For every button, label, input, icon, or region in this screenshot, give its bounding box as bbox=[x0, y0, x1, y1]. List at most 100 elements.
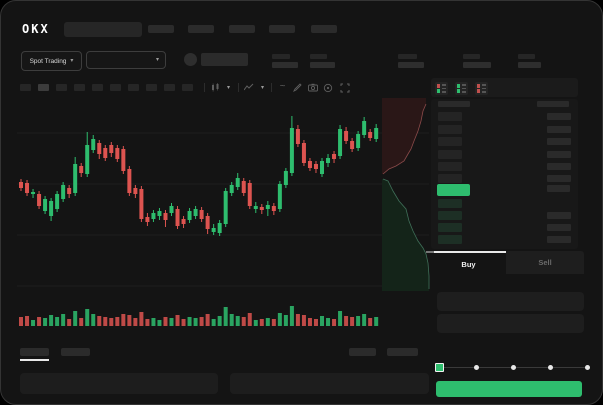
okx-logo[interactable]: OKX bbox=[22, 22, 50, 36]
slider-step-dot[interactable] bbox=[585, 365, 590, 370]
ask-amount-placeholder bbox=[547, 163, 571, 170]
book-bids-icon[interactable] bbox=[455, 82, 468, 95]
book-both-icon[interactable] bbox=[435, 82, 448, 95]
nav-item-placeholder[interactable] bbox=[311, 25, 337, 33]
toggle-line bbox=[482, 91, 486, 93]
ask-price-placeholder[interactable] bbox=[438, 112, 462, 121]
stat-label-placeholder bbox=[463, 54, 480, 59]
slider-handle[interactable] bbox=[435, 363, 444, 372]
bottom-panel-right bbox=[230, 373, 429, 394]
stat-value-placeholder bbox=[518, 62, 541, 68]
bottom-tab-active[interactable] bbox=[20, 348, 49, 356]
ask-price-placeholder[interactable] bbox=[438, 174, 462, 183]
tab-sell[interactable]: Sell bbox=[506, 251, 584, 274]
bottom-tab[interactable] bbox=[61, 348, 90, 356]
stat-value-placeholder bbox=[463, 62, 491, 68]
bid-price-placeholder[interactable] bbox=[438, 199, 462, 208]
bid-price-placeholder[interactable] bbox=[438, 223, 462, 232]
timeframe-button[interactable] bbox=[128, 84, 139, 91]
candle-type-icon[interactable] bbox=[210, 82, 221, 93]
nav-item-placeholder[interactable] bbox=[229, 25, 255, 33]
settings-icon[interactable] bbox=[322, 82, 333, 93]
market-type-dropdown[interactable]: Spot Trading ▾ bbox=[21, 51, 82, 71]
slider-step-dot[interactable] bbox=[474, 365, 479, 370]
divider bbox=[238, 83, 239, 92]
ask-price-placeholder[interactable] bbox=[438, 125, 462, 134]
timeframe-button[interactable] bbox=[20, 84, 31, 91]
draw-icon[interactable] bbox=[292, 82, 303, 93]
toggle-cell bbox=[477, 89, 480, 93]
timeframe-button[interactable] bbox=[182, 84, 193, 91]
stat-value-placeholder bbox=[310, 62, 335, 68]
toggle-cell bbox=[437, 89, 440, 93]
ask-amount-placeholder bbox=[547, 126, 571, 133]
pair-selector-dropdown[interactable]: ▾ bbox=[86, 51, 166, 69]
chevron-down-icon[interactable]: ▾ bbox=[261, 85, 265, 91]
timeframe-button[interactable] bbox=[164, 84, 175, 91]
timeframe-button[interactable] bbox=[38, 84, 49, 91]
bid-price-placeholder[interactable] bbox=[438, 211, 462, 220]
price-input[interactable] bbox=[437, 292, 584, 311]
timeframe-button[interactable] bbox=[146, 84, 157, 91]
buy-submit-button[interactable] bbox=[436, 381, 582, 397]
timeframe-button[interactable] bbox=[110, 84, 121, 91]
toggle-line bbox=[442, 91, 446, 93]
tab-sell-label: Sell bbox=[538, 258, 552, 267]
last-price-highlight[interactable] bbox=[437, 184, 470, 196]
timeframe-button[interactable] bbox=[92, 84, 103, 91]
stat-label-placeholder bbox=[310, 54, 327, 59]
stat-label-placeholder bbox=[272, 54, 290, 59]
ask-price-placeholder[interactable] bbox=[438, 137, 462, 146]
ask-amount-placeholder bbox=[547, 175, 571, 182]
tab-buy[interactable]: Buy bbox=[431, 251, 506, 276]
indicators-icon[interactable] bbox=[243, 82, 254, 93]
bid-amount-placeholder bbox=[547, 236, 571, 243]
toggle-cell bbox=[477, 84, 480, 88]
bid-price-placeholder[interactable] bbox=[438, 235, 462, 244]
chevron-down-icon: ▾ bbox=[70, 58, 74, 64]
bottom-action-placeholder[interactable] bbox=[387, 348, 418, 356]
slider-step-dot[interactable] bbox=[511, 365, 516, 370]
orderbook-col-header-price bbox=[438, 101, 470, 107]
ask-price-placeholder[interactable] bbox=[438, 150, 462, 159]
bid-amount-placeholder bbox=[547, 224, 571, 231]
ask-price-placeholder[interactable] bbox=[438, 162, 462, 171]
book-asks-icon[interactable] bbox=[475, 82, 488, 95]
pair-title-placeholder[interactable] bbox=[201, 53, 248, 66]
stat-label-placeholder bbox=[518, 54, 535, 59]
nav-item-placeholder[interactable] bbox=[188, 25, 214, 33]
toggle-cell bbox=[457, 89, 460, 93]
timeframe-button[interactable] bbox=[74, 84, 85, 91]
toggle-cell bbox=[457, 84, 460, 88]
bid-amount-placeholder bbox=[547, 212, 571, 219]
camera-icon[interactable] bbox=[307, 82, 318, 93]
bottom-action-placeholder[interactable] bbox=[349, 348, 376, 356]
timeframe-button[interactable] bbox=[56, 84, 67, 91]
market-type-label: Spot Trading bbox=[29, 57, 67, 65]
line-style-icon[interactable]: ~ bbox=[279, 81, 286, 92]
last-amount-placeholder bbox=[547, 185, 570, 192]
toggle-cell bbox=[437, 84, 440, 88]
ask-amount-placeholder bbox=[547, 151, 571, 158]
toggle-line bbox=[462, 91, 466, 93]
divider bbox=[204, 83, 205, 92]
chevron-down-icon[interactable]: ▾ bbox=[227, 85, 231, 91]
chevron-down-icon: ▾ bbox=[155, 57, 159, 63]
search-input[interactable] bbox=[64, 22, 142, 37]
fullscreen-icon[interactable] bbox=[339, 82, 350, 93]
stat-label-placeholder bbox=[398, 54, 417, 59]
bottom-tab-underline bbox=[20, 359, 49, 361]
ask-amount-placeholder bbox=[547, 138, 571, 145]
stat-value-placeholder bbox=[272, 62, 298, 68]
toggle-line bbox=[482, 84, 486, 86]
nav-item-placeholder[interactable] bbox=[148, 25, 174, 33]
toggle-line bbox=[442, 87, 446, 89]
nav-item-placeholder[interactable] bbox=[269, 25, 295, 33]
amount-input[interactable] bbox=[437, 314, 584, 333]
toggle-line bbox=[442, 84, 446, 86]
coin-avatar[interactable] bbox=[184, 53, 197, 66]
slider-step-dot[interactable] bbox=[548, 365, 553, 370]
orderbook-col-header-amount bbox=[537, 101, 569, 107]
